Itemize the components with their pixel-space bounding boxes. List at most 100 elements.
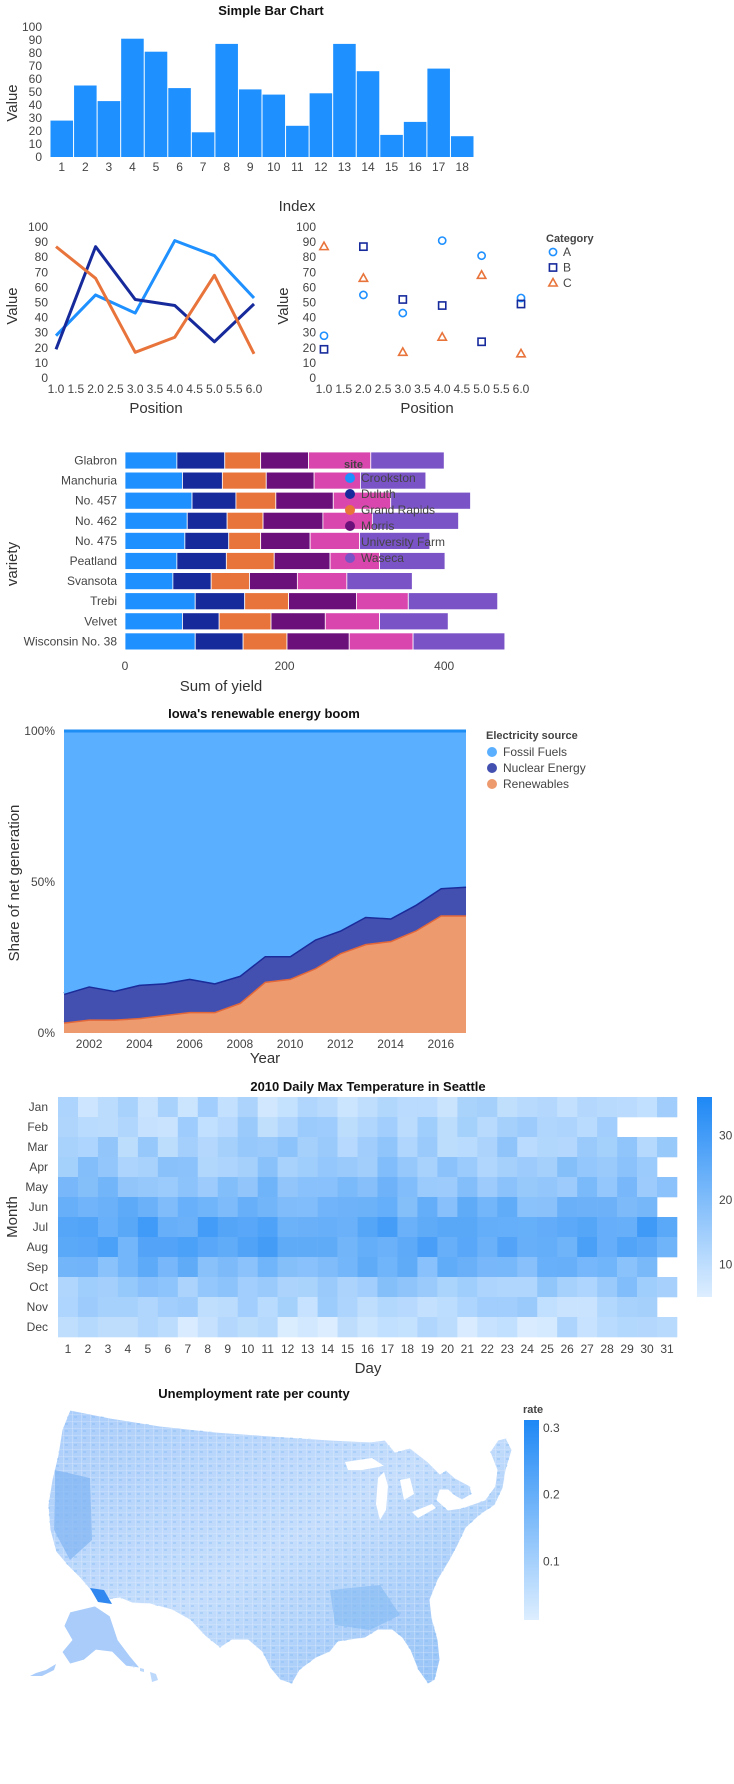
heatmap-cell — [257, 1237, 278, 1258]
bar-x-tick-label: 16 — [408, 160, 422, 174]
heatmap-cell — [437, 1217, 458, 1238]
southeast-medium-counties — [330, 1585, 400, 1630]
heatmap-cell — [397, 1277, 418, 1298]
bar-mark — [168, 88, 191, 157]
heatmap-cell — [97, 1217, 119, 1238]
heatmap-cell — [597, 1277, 618, 1298]
heatmap-cell — [237, 1297, 258, 1318]
line-x-tick-label: 5.5 — [226, 382, 243, 396]
bar-x-tick-label: 2 — [82, 160, 89, 174]
heatmap-cell — [237, 1257, 258, 1278]
bar-x-tick-label: 4 — [129, 160, 136, 174]
scatter-y-tick-label: 100 — [296, 220, 316, 234]
heatmap-column-label: 5 — [145, 1342, 152, 1356]
heatmap-cell — [257, 1157, 278, 1178]
area-x-axis-label: Year — [250, 1050, 280, 1067]
heatmap-cell — [257, 1097, 278, 1118]
heatmap-cell — [337, 1117, 358, 1138]
stacked-legend-swatch — [345, 473, 355, 483]
heatmap-column-label: 7 — [184, 1342, 191, 1356]
bar-y-tick-label: 20 — [29, 124, 43, 138]
heatmap-cell — [457, 1277, 478, 1298]
heatmap-row-label: Nov — [27, 1300, 48, 1314]
scatter-point-b — [516, 299, 526, 309]
heatmap-cell — [617, 1277, 638, 1298]
heatmap-cell — [397, 1237, 418, 1258]
bar-y-tick-label: 0 — [35, 150, 42, 164]
scatter-point-a — [398, 308, 408, 318]
heatmap-cell — [577, 1177, 598, 1198]
line-y-tick-label: 20 — [35, 341, 49, 355]
heatmap-cell — [617, 1237, 638, 1258]
bar-y-axis-label: Value — [4, 84, 21, 121]
heatmap-cell — [477, 1177, 498, 1198]
heatmap-cell — [377, 1117, 398, 1138]
heatmap-cell — [217, 1197, 239, 1218]
stacked-segment-grand-rapids — [210, 572, 250, 590]
heatmap-column-label: 16 — [361, 1342, 375, 1356]
stacked-segment-morris — [260, 532, 311, 550]
bar-mark — [121, 38, 144, 158]
heatmap-cell — [357, 1117, 378, 1138]
heatmap-cell — [417, 1197, 438, 1218]
heatmap-cell — [437, 1137, 458, 1158]
heatmap-cell — [197, 1157, 219, 1178]
heatmap-cell — [517, 1237, 538, 1258]
heatmap-cell — [137, 1117, 159, 1138]
heatmap-cell — [58, 1257, 79, 1278]
heatmap-column-label: 11 — [261, 1342, 274, 1356]
heatmap-cell — [537, 1217, 558, 1238]
line-x-tick-label: 6.0 — [246, 382, 263, 396]
line-marks — [54, 239, 256, 355]
scatter-y-tick-label: 20 — [303, 341, 317, 355]
heatmap-cell — [417, 1177, 438, 1198]
heatmap-cell — [197, 1257, 219, 1278]
stacked-segment-waseca — [390, 491, 471, 510]
heatmap-cell — [217, 1157, 239, 1178]
bar-y-tick-label: 60 — [29, 72, 43, 86]
stacked-category-label: Wisconsin No. 38 — [24, 634, 118, 648]
heatmap-cell — [177, 1217, 199, 1238]
bar-mark — [238, 89, 262, 157]
area-legend-title: Electricity source — [486, 730, 578, 742]
area-legend-swatch — [487, 779, 497, 789]
heatmap-cell — [637, 1157, 658, 1178]
heatmap-cell — [257, 1177, 278, 1198]
heatmap-cell — [317, 1097, 338, 1118]
heatmap-cell — [637, 1137, 658, 1158]
line-x-tick-label: 1.5 — [67, 382, 84, 396]
heatmap-cell — [397, 1137, 418, 1158]
heatmap-column-label: 1 — [65, 1342, 72, 1356]
heatmap-cell — [417, 1317, 438, 1338]
heatmap-cell — [437, 1157, 458, 1178]
heatmap-cell — [617, 1217, 638, 1238]
heatmap-row-labels: Jan Feb Mar Apr May Jun Jul Aug Sep Oct Nov Dec — [25, 1100, 48, 1334]
heatmap-title: 2010 Daily Max Temperature in Seattle — [250, 1079, 485, 1094]
stacked-segment-morris — [249, 572, 298, 590]
heatmap-cell — [97, 1277, 119, 1298]
heatmap-column-label: 22 — [481, 1342, 495, 1356]
heatmap-cell — [337, 1177, 358, 1198]
scatter-point-b — [319, 344, 329, 354]
heatmap-cell — [637, 1237, 658, 1258]
heatmap-cell — [137, 1317, 159, 1338]
scatter-y-tick-label: 60 — [303, 280, 317, 294]
heatmap-cell — [137, 1177, 159, 1198]
stacked-segment-waseca — [360, 471, 427, 490]
heatmap-cell — [257, 1137, 278, 1158]
heatmap-column-label: 6 — [164, 1342, 171, 1356]
heatmap-cell — [237, 1157, 258, 1178]
scatter-y-axis-label: Value — [275, 287, 292, 324]
map-chart: Unemployment rate per county rate 0.1 0.2… — [30, 1386, 560, 1685]
heatmap-cell — [77, 1097, 99, 1118]
area-y-tick-label: 0% — [38, 1026, 56, 1040]
scatter-legend-label: B — [563, 261, 571, 275]
heatmap-cell — [477, 1257, 498, 1278]
heatmap-cell — [117, 1197, 139, 1218]
heatmap-cell — [557, 1097, 578, 1118]
heatmap-cell — [397, 1317, 418, 1338]
stacked-segment-university-farm — [356, 592, 409, 611]
scatter-point-c — [357, 272, 369, 283]
heatmap-cell — [197, 1277, 219, 1298]
